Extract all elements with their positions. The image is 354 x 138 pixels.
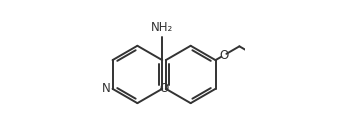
Text: NH₂: NH₂ [151,21,173,34]
Text: O: O [159,82,169,95]
Text: N: N [102,82,111,95]
Text: O: O [219,49,228,62]
